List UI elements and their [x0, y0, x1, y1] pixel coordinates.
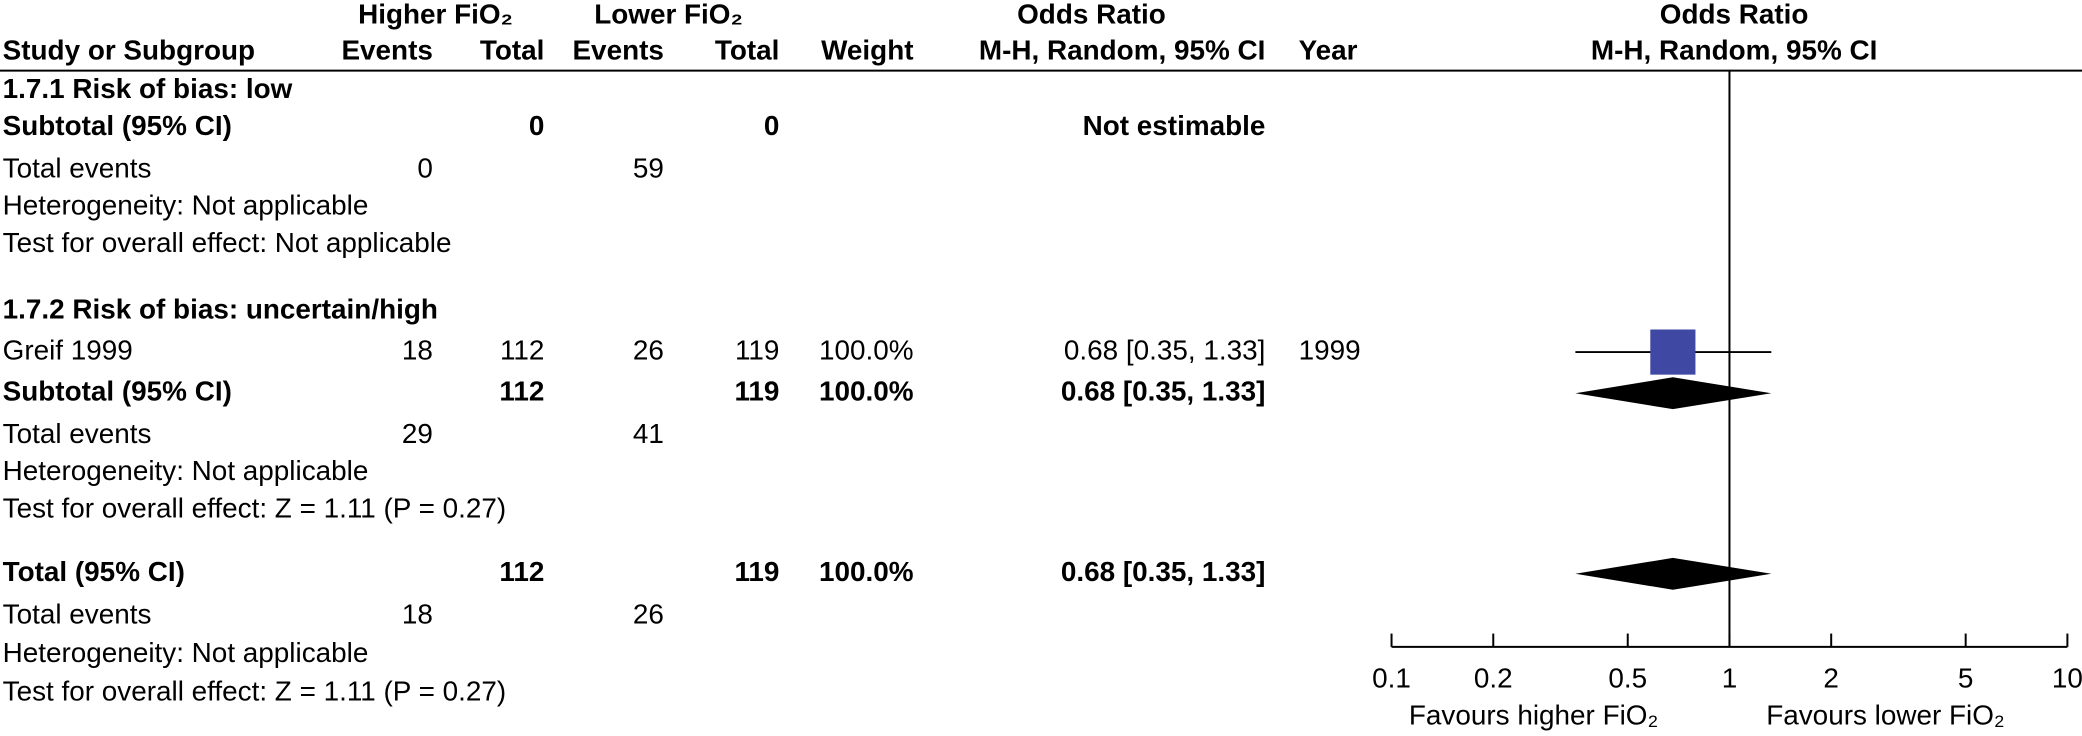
cell: 0.68 [0.35, 1.33] — [1061, 556, 1266, 587]
cell: 26 — [633, 334, 664, 365]
column-header: Study or Subgroup — [3, 34, 255, 65]
x-tick-label: 0.2 — [1474, 662, 1513, 693]
x-tick-label: 10 — [2052, 662, 2082, 693]
x-tick-label: 0.5 — [1608, 662, 1647, 693]
column-group-label: Higher FiO₂ — [358, 0, 513, 29]
row-label: Total events — [3, 418, 152, 449]
cell: 0 — [417, 153, 433, 184]
row-label: Test for overall effect: Not applicable — [3, 227, 452, 258]
x-tick-label: 0.1 — [1372, 662, 1411, 693]
row-label: Subtotal (95% CI) — [3, 110, 232, 141]
cell: 0.68 [0.35, 1.33] — [1061, 376, 1266, 407]
column-header: Total — [480, 34, 545, 65]
row-label: 1.7.1 Risk of bias: low — [3, 73, 293, 104]
cell: 26 — [633, 599, 664, 630]
cell: 119 — [735, 334, 779, 365]
cell: 0 — [529, 110, 545, 141]
cell: 112 — [499, 376, 544, 407]
row-label: Total events — [3, 153, 152, 184]
plot-subtitle: M-H, Random, 95% CI — [1591, 34, 1878, 65]
study-square — [1650, 329, 1696, 375]
cell: 0.68 [0.35, 1.33] — [1064, 334, 1265, 365]
row-label: Heterogeneity: Not applicable — [3, 637, 369, 668]
column-header: Weight — [821, 34, 913, 65]
favours-right: Favours lower FiO₂ — [1766, 700, 2005, 731]
row-label: Test for overall effect: Z = 1.11 (P = 0… — [3, 492, 507, 523]
row-label: 1.7.2 Risk of bias: uncertain/high — [3, 293, 438, 324]
cell: 18 — [402, 334, 433, 365]
x-tick-label: 5 — [1958, 662, 1974, 693]
row-label: Test for overall effect: Z = 1.11 (P = 0… — [3, 676, 507, 707]
column-group-label: Odds Ratio — [1017, 0, 1166, 29]
column-header: Year — [1299, 34, 1358, 65]
row-label: Total events — [3, 599, 152, 630]
x-tick-label: 1 — [1722, 662, 1738, 693]
row-label: Greif 1999 — [3, 334, 133, 365]
cell: Not estimable — [1083, 110, 1266, 141]
plot-title: Odds Ratio — [1660, 0, 1809, 29]
column-header: Total — [715, 34, 780, 65]
cell: 119 — [734, 556, 779, 587]
column-header: Events — [341, 34, 432, 65]
x-tick-label: 2 — [1823, 662, 1839, 693]
cell: 41 — [633, 418, 664, 449]
column-group-label: Lower FiO₂ — [594, 0, 743, 29]
cell: 100.0% — [819, 556, 914, 587]
cell: 100.0% — [819, 376, 914, 407]
cell: 100.0% — [819, 334, 914, 365]
pooled-diamond — [1575, 557, 1772, 590]
cell: 29 — [402, 418, 433, 449]
row-label: Heterogeneity: Not applicable — [3, 455, 369, 486]
cell: 112 — [499, 556, 544, 587]
row-label: Subtotal (95% CI) — [3, 376, 232, 407]
row-label: Total (95% CI) — [3, 556, 185, 587]
cell: 59 — [633, 153, 664, 184]
pooled-diamond — [1575, 377, 1772, 410]
favours-left: Favours higher FiO₂ — [1409, 700, 1658, 731]
cell: 1999 — [1299, 334, 1361, 365]
cell: 0 — [764, 110, 780, 141]
column-header: Events — [572, 34, 663, 65]
cell: 112 — [500, 334, 544, 365]
column-header: M-H, Random, 95% CI — [979, 34, 1266, 65]
cell: 18 — [402, 599, 433, 630]
row-label: Heterogeneity: Not applicable — [3, 190, 369, 221]
cell: 119 — [734, 376, 779, 407]
